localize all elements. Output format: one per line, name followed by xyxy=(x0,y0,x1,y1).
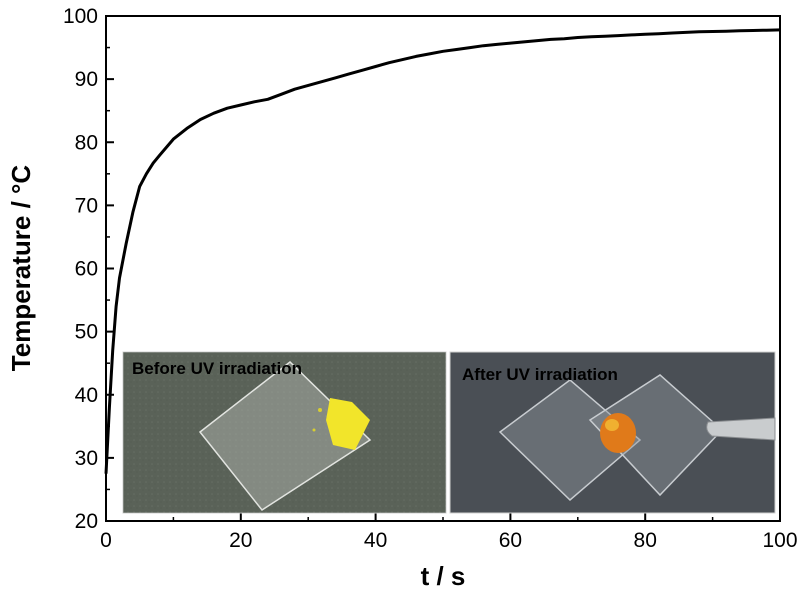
y-tick-label: 70 xyxy=(75,194,98,217)
temperature-curve xyxy=(104,28,781,474)
plot-frame xyxy=(105,15,781,522)
x-axis-ticks: 0 20 40 60 80 100 xyxy=(100,513,798,552)
inset-after-sample-highlight xyxy=(605,419,619,431)
inset-after-uv: After UV irradiation xyxy=(449,351,776,514)
inset-after-tweezers xyxy=(706,417,776,441)
y-tick-label: 80 xyxy=(75,131,98,154)
inset-before-speck xyxy=(312,428,316,432)
x-tick-label: 100 xyxy=(762,529,797,552)
y-tick-label: 60 xyxy=(75,258,98,281)
x-tick-label: 60 xyxy=(499,529,522,552)
y-axis-title: Temperature / °C xyxy=(6,165,36,372)
inset-before-label: Before UV irradiation xyxy=(132,359,302,378)
inset-before-uv: Before UV irradiation xyxy=(122,351,447,514)
y-tick-label: 90 xyxy=(75,68,98,91)
y-tick-label: 20 xyxy=(75,510,98,533)
x-tick-label: 20 xyxy=(229,529,252,552)
x-tick-label: 80 xyxy=(634,529,657,552)
x-tick-label: 0 xyxy=(100,529,112,552)
y-tick-label: 40 xyxy=(75,384,98,407)
inset-before-slide xyxy=(198,361,372,511)
inset-before-texture xyxy=(123,352,446,513)
inset-after-label: After UV irradiation xyxy=(462,365,618,384)
y-tick-label: 50 xyxy=(75,321,98,344)
inset-before-yellow-sample xyxy=(326,398,370,450)
x-axis-title: t / s xyxy=(421,561,466,591)
y-tick-label: 30 xyxy=(75,447,98,470)
inset-after-orange-sample xyxy=(600,413,636,453)
y-tick-label: 100 xyxy=(63,5,98,28)
inset-before-speck xyxy=(318,408,322,412)
y-axis-ticks: 20 30 40 50 60 70 80 90 100 xyxy=(63,5,114,533)
x-tick-label: 40 xyxy=(364,529,387,552)
